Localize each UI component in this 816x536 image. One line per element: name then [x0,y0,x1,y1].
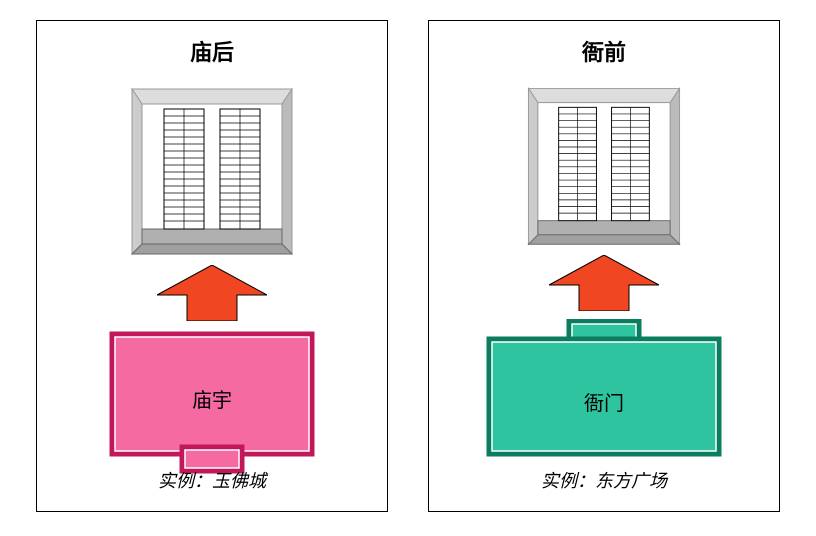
box-label-text: 衙门 [429,387,779,416]
labeled-box: 庙宇 [37,329,387,479]
arrow-icon [429,255,779,311]
building-icon [429,79,779,249]
diagram-container: 庙后 [20,20,796,512]
panel-caption: 实例：玉佛城 [37,467,387,493]
arrow-icon [37,265,387,321]
building-icon [37,79,387,259]
panel-yamen: 衙前 [428,20,780,512]
panel-title: 庙后 [37,35,387,67]
panel-caption: 实例：东方广场 [429,467,779,493]
panel-temple: 庙后 [36,20,388,512]
labeled-box: 衙门 [429,319,779,464]
panel-title: 衙前 [429,35,779,67]
box-label-text: 庙宇 [37,384,387,413]
